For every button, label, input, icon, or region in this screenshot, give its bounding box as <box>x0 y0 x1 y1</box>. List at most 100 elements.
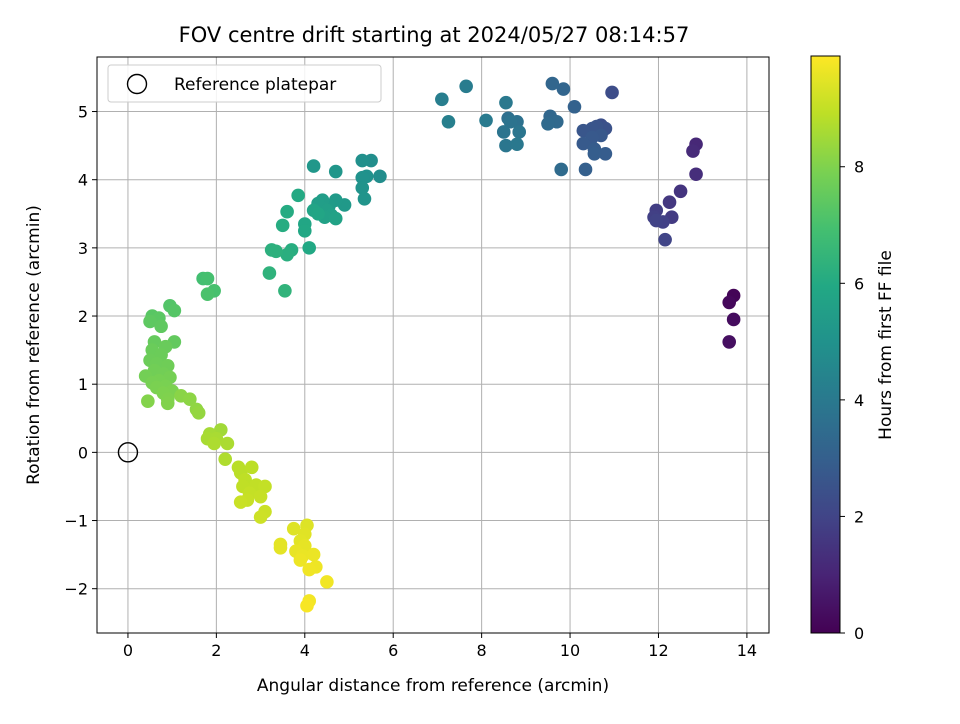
scatter-point <box>191 406 206 420</box>
y-axis: −2 −1 0 1 2 3 4 5 <box>64 103 97 599</box>
scatter-point <box>262 266 277 280</box>
scatter-point <box>587 146 602 161</box>
scatter-point <box>435 92 449 107</box>
x-tick-label: 12 <box>648 641 668 660</box>
scatter-point <box>286 521 301 536</box>
reference-point-marker <box>117 442 139 463</box>
scatter-point <box>269 244 283 259</box>
x-tick-label: 10 <box>560 641 580 660</box>
x-tick-label: 6 <box>388 641 398 660</box>
scatter-point <box>300 598 314 613</box>
colorbar: 0 2 4 6 8 Hours from first FF file <box>810 55 896 643</box>
scatter-point <box>373 169 387 184</box>
colorbar-label: Hours from first FF file <box>876 250 896 440</box>
colorbar-ticks: 0 2 4 6 8 <box>840 158 864 643</box>
x-axis-label: Angular distance from reference (arcmin) <box>257 676 609 696</box>
grid-layer <box>97 57 769 633</box>
scatter-point <box>576 136 591 151</box>
scatter-point <box>512 125 527 139</box>
points-layer <box>138 76 741 613</box>
scatter-point <box>658 232 672 247</box>
scatter-point <box>320 575 334 589</box>
scatter-point <box>541 117 555 131</box>
reference-layer <box>117 442 139 463</box>
legend-entry-label: Reference platepar <box>174 75 336 95</box>
legend-open-circle-marker <box>126 73 148 95</box>
scatter-point <box>499 95 513 110</box>
scatter-point <box>302 241 317 255</box>
scatter-point <box>328 164 343 179</box>
scatter-point <box>499 138 513 153</box>
scatter-point <box>253 510 268 524</box>
colorbar-tick-label: 4 <box>854 391 864 410</box>
scatter-point <box>244 460 259 475</box>
y-tick-label: −1 <box>64 512 88 531</box>
y-tick-label: 4 <box>78 171 88 190</box>
scatter-point <box>578 162 593 177</box>
scatter-point <box>273 540 288 555</box>
y-tick-label: 2 <box>78 307 88 326</box>
scatter-point <box>686 144 700 158</box>
scatter-point <box>258 479 272 494</box>
scatter-point <box>220 436 235 451</box>
scatter-point <box>662 195 677 209</box>
scatter-point <box>328 211 343 226</box>
y-tick-label: 5 <box>78 103 88 122</box>
colorbar-tick-label: 2 <box>854 507 864 526</box>
legend: Reference platepar <box>107 64 382 103</box>
scatter-point <box>302 562 317 577</box>
scatter-point <box>154 319 168 334</box>
y-tick-label: 0 <box>78 443 88 462</box>
colorbar-tick-label: 0 <box>854 624 864 643</box>
x-tick-label: 8 <box>477 641 487 660</box>
scatter-point <box>355 153 370 168</box>
scatter-point <box>278 284 292 298</box>
scatter-point <box>441 114 456 129</box>
legend-box <box>107 64 382 103</box>
scatter-point <box>673 184 688 199</box>
scatter-point <box>291 188 305 203</box>
scatter-point <box>649 213 664 228</box>
scatter-point <box>459 79 473 94</box>
scatter-point <box>554 162 569 177</box>
colorbar-frame <box>810 55 841 634</box>
y-tick-label: −2 <box>64 580 88 599</box>
x-tick-label: 14 <box>737 641 757 660</box>
scatter-point <box>207 436 221 451</box>
scatter-point <box>311 206 325 221</box>
scatter-point <box>722 295 737 310</box>
scatter-point <box>355 170 370 185</box>
scatter-point <box>218 452 233 466</box>
x-tick-label: 0 <box>123 641 133 660</box>
scatter-point <box>200 287 215 302</box>
scatter-point <box>293 553 308 567</box>
scatter-point <box>479 113 493 128</box>
scatter-point <box>496 125 511 139</box>
x-tick-label: 2 <box>211 641 221 660</box>
scatter-point <box>233 495 248 509</box>
scatter-point <box>297 224 312 238</box>
scatter-point <box>167 303 182 318</box>
chart-title: FOV centre drift starting at 2024/05/27 … <box>179 23 690 47</box>
scatter-point <box>689 167 703 182</box>
colorbar-tick-label: 8 <box>854 158 864 177</box>
scatter-point <box>183 392 197 406</box>
scatter-point <box>605 85 619 100</box>
y-tick-label: 1 <box>78 375 88 394</box>
scatter-point <box>275 218 290 233</box>
scatter-point <box>567 99 582 114</box>
scatter-point <box>722 335 737 349</box>
colorbar-tick-label: 6 <box>854 274 864 293</box>
scatter-point <box>280 204 294 219</box>
scatter-point <box>355 181 370 195</box>
y-axis-label: Rotation from reference (arcmin) <box>24 205 44 485</box>
scatter-point <box>510 137 524 152</box>
scatter-point <box>200 271 215 286</box>
scatter-point <box>143 314 157 329</box>
scatter-point <box>160 396 175 411</box>
scatter-point <box>253 489 268 504</box>
x-axis: 0 2 4 6 8 10 12 14 <box>123 633 757 660</box>
plot-frame <box>96 56 770 634</box>
scatter-point <box>598 146 613 161</box>
